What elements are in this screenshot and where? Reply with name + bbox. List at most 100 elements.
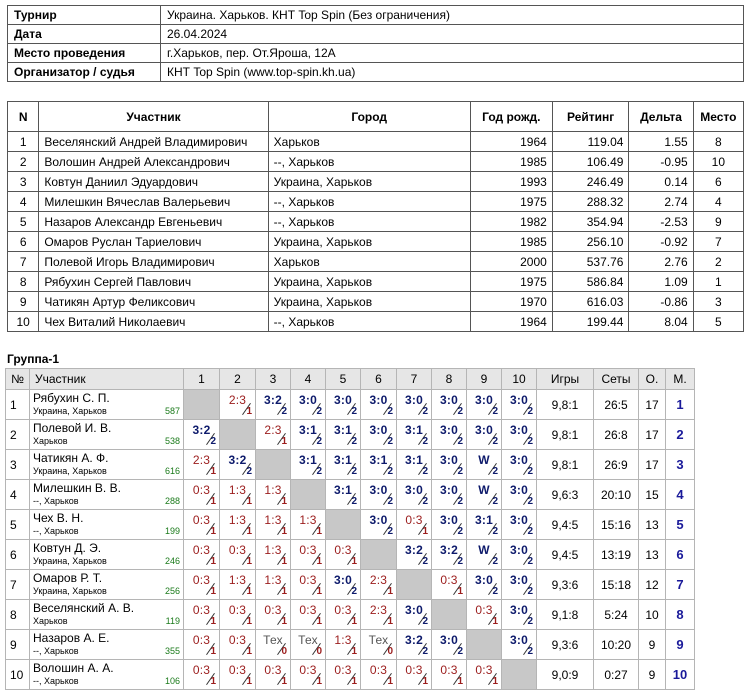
result-score: 1:3 1: [291, 510, 325, 539]
col-opponent-header: 8: [431, 368, 467, 390]
result-cell: 3:0 2: [501, 479, 537, 510]
result-score: 3:0 2: [326, 390, 360, 419]
result-score: 1:3 1: [256, 570, 290, 599]
match-points: 2: [457, 556, 463, 567]
result-cell: 3:1 2: [360, 449, 397, 480]
participant-row: 6 Омаров Руслан Тариелович Украина, Харько…: [6, 231, 745, 252]
score-text: 1:3: [264, 513, 282, 527]
result-score: 0:3 1: [256, 660, 290, 689]
participant-cell: Украина, Харьков: [267, 231, 471, 252]
score-text: 1:3: [264, 483, 282, 497]
result-score: 3:0 2: [432, 450, 466, 479]
result-cell: 0:3 1: [219, 539, 256, 570]
participant-cell: 6: [692, 171, 745, 192]
match-points: 1: [351, 616, 357, 627]
result-score: 0:3 1: [326, 600, 360, 629]
result-cell: 3:2 2: [396, 539, 432, 570]
player-name: Омаров Р. Т.: [33, 571, 103, 585]
result-score: 3:0 2: [467, 420, 501, 449]
games-cell: 9,3:6: [536, 569, 594, 600]
match-points: 1: [210, 646, 216, 657]
match-points: 1: [281, 616, 287, 627]
match-points: 1: [316, 616, 322, 627]
result-cell: 2:3 1: [360, 599, 397, 630]
points-cell: 12: [638, 569, 666, 600]
result-score: 0:3 1: [326, 540, 360, 569]
participant-cell: Волошин Андрей Александрович: [38, 151, 269, 172]
result-cell: 0:3 1: [219, 629, 256, 660]
col-num-header: №: [5, 368, 30, 390]
participant-cell: 8.04: [628, 311, 694, 332]
participant-cell: 9: [692, 211, 745, 232]
score-text: 0:3: [475, 663, 493, 677]
result-score: 3:0 2: [432, 630, 466, 659]
result-cell: 0:3 1: [360, 659, 397, 690]
score-text: 3:1: [369, 453, 388, 467]
diagonal-cell: [219, 419, 256, 450]
score-text: 0:3: [192, 513, 211, 527]
result-score: 3:0 2: [397, 390, 431, 419]
place-cell: 9: [665, 629, 695, 660]
place-cell: 7: [665, 569, 695, 600]
row-number: 4: [5, 479, 30, 510]
result-cell: 2:3 1: [255, 419, 291, 450]
score-text: 2:3: [192, 453, 211, 467]
player-city: --, Харьков: [33, 646, 79, 656]
score-text: 2:3: [228, 393, 247, 407]
match-points: 2: [492, 556, 498, 567]
col-opponent-header: 5: [325, 368, 361, 390]
col-games-header: Игры: [536, 368, 594, 390]
result-cell: Тех 0: [290, 629, 326, 660]
result-cell: 0:3 1: [183, 629, 220, 660]
group-row: 10 Волошин А. А. --, Харьков 106 0:3 1 0:3 1 0:3…: [5, 659, 695, 690]
result-cell: 3:0 2: [360, 419, 397, 450]
points-cell: 9: [638, 629, 666, 660]
player-sub: Украина, Харьков 246: [33, 555, 180, 567]
player-rating: 587: [164, 406, 180, 416]
player-cell: Веселянский А. В. Харьков 119: [29, 599, 184, 630]
score-text: 3:2: [405, 633, 423, 647]
score-text: 3:1: [475, 513, 493, 527]
match-points: 2: [527, 526, 533, 537]
place-cell: 8: [665, 599, 695, 630]
participant-cell: 7: [6, 251, 40, 272]
player-city: --, Харьков: [33, 676, 79, 686]
games-cell: 9,4:5: [536, 539, 594, 570]
score-text: 3:0: [510, 573, 528, 587]
participant-cell: 4: [692, 191, 745, 212]
result-score: 2:3 1: [220, 390, 255, 419]
participant-cell: --, Харьков: [267, 191, 471, 212]
sets-cell: 15:18: [593, 569, 639, 600]
result-score: 0:3 1: [184, 510, 219, 539]
participant-cell: Чех Виталий Николаевич: [38, 311, 269, 332]
result-cell: 3:0 2: [466, 419, 502, 450]
player-rating: 246: [164, 556, 180, 566]
participant-cell: 2: [692, 251, 745, 272]
row-number: 9: [5, 629, 30, 660]
result-score: 3:0 2: [502, 390, 536, 419]
result-score: 3:1 2: [291, 420, 325, 449]
player-name: Рябухин С. П.: [33, 391, 110, 405]
match-points: 2: [527, 586, 533, 597]
result-cell: 0:3 1: [431, 569, 467, 600]
match-points: 1: [281, 556, 287, 567]
diagonal-cell: [360, 539, 397, 570]
match-points: 2: [351, 406, 357, 417]
result-score: 2:3 1: [361, 600, 396, 629]
diagonal-cell: [466, 629, 502, 660]
result-score: 0:3 1: [326, 660, 360, 689]
participant-cell: Харьков: [267, 251, 471, 272]
col-opponent-header: 4: [290, 368, 326, 390]
match-points: 1: [246, 646, 252, 657]
participant-cell: Рябухин Сергей Павлович: [38, 271, 269, 292]
result-cell: 0:3 1: [290, 539, 326, 570]
participant-cell: Украина, Харьков: [267, 271, 471, 292]
score-text: 3:0: [440, 483, 458, 497]
place-cell: 1: [665, 389, 695, 420]
match-points: 1: [246, 586, 252, 597]
participant-cell: 1975: [469, 191, 553, 212]
result-cell: 3:0 2: [360, 479, 397, 510]
score-text: 3:0: [475, 393, 493, 407]
result-score: 3:2 2: [397, 540, 431, 569]
